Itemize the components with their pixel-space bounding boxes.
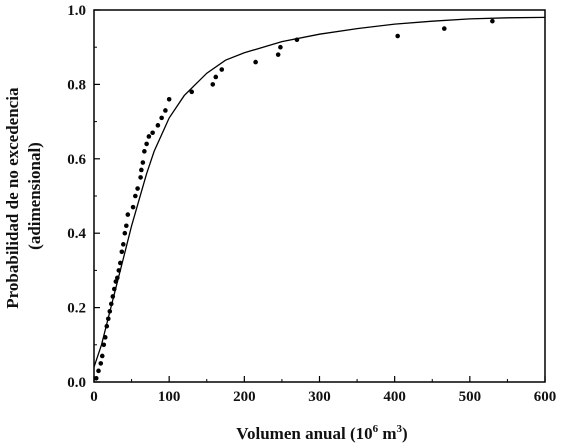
x-tick-label: 100 [158,389,181,405]
data-point [140,160,146,165]
data-point [102,335,108,340]
data-point [275,52,281,57]
data-point [93,375,99,381]
y-tick-label: 1.0 [67,3,86,19]
data-point [166,96,172,102]
data-point [118,260,123,266]
data-point [113,279,119,284]
data-point [253,59,258,65]
x-axis-label-end: ) [402,424,408,443]
data-point [116,268,122,273]
data-point [146,134,152,139]
y-axis-ticks: 0.0 0.2 0.4 0.6 0.8 1.0 [67,3,100,391]
x-tick-label: 0 [90,389,98,405]
data-point [278,44,283,50]
data-point [135,186,140,191]
data-point [115,275,120,281]
y-tick-label: 0.8 [67,77,86,93]
data-points [93,18,495,381]
y-axis-label-line2: (adimensional) [25,142,44,250]
y-tick-label: 0.0 [67,375,86,391]
data-point [138,175,143,180]
data-point [108,301,114,307]
x-axis-label-exp2: 3 [397,423,403,435]
x-axis-label-main: Volumen anual (10 [236,424,372,443]
y-tick-label: 0.4 [67,226,86,242]
x-tick-label: 400 [383,389,406,405]
data-point [213,74,219,80]
data-point [294,37,300,43]
x-tick-label: 500 [459,389,482,405]
data-point [150,130,155,136]
data-point [441,26,447,31]
data-point [107,309,113,314]
y-axis-label-line1: Probabilidad de no excedencia [3,87,22,309]
y-tick-label: 0.6 [67,152,86,168]
data-point [210,82,216,87]
data-point [110,294,116,299]
data-point [159,115,164,121]
data-point [119,249,125,255]
x-axis-label-exp1: 6 [373,423,379,435]
y-tick-label: 0.2 [67,301,86,317]
data-point [490,18,495,24]
x-axis-label-mid: m [378,424,396,443]
data-point [219,67,225,72]
data-point [125,212,131,217]
data-point [98,361,104,366]
data-point [395,33,400,39]
data-point [122,230,128,236]
data-point [142,149,147,154]
x-axis-ticks: 0 100 200 300 400 500 600 [90,376,556,405]
y-axis-label: Probabilidad de no excedencia (adimensio… [3,83,44,308]
data-point [99,353,105,359]
data-point [130,204,136,210]
fitted-curve [93,16,546,368]
data-point [189,89,195,95]
data-point [105,316,111,322]
x-tick-label: 300 [308,389,331,405]
x-tick-label: 600 [534,389,557,405]
data-point [111,286,117,292]
data-point [104,323,110,329]
data-point [139,167,144,173]
data-point [163,108,168,113]
x-axis-label: Volumen anual (106 m3) [236,423,407,443]
data-point [124,223,129,229]
x-tick-label: 200 [233,389,256,405]
data-point [155,123,161,128]
plot-frame [93,9,546,383]
data-point [121,242,126,247]
data-point [96,368,101,374]
data-point [101,342,107,348]
data-point [144,141,149,147]
data-point [133,193,138,199]
